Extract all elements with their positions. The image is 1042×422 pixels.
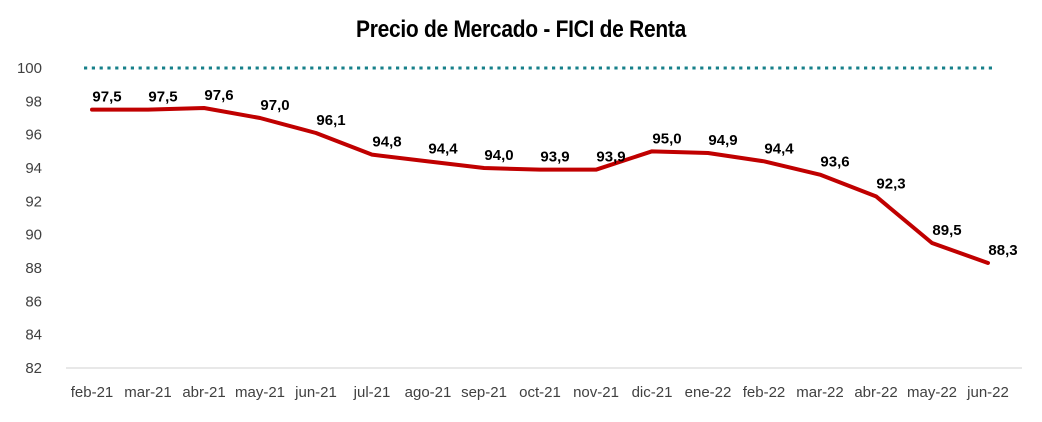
x-tick-label: may-21 bbox=[235, 384, 285, 401]
data-label: 94,8 bbox=[372, 134, 401, 151]
y-tick-label: 90 bbox=[25, 227, 42, 244]
data-label: 93,9 bbox=[540, 149, 569, 166]
x-tick-label: jun-21 bbox=[294, 384, 337, 401]
y-axis-tick-labels: 100 98 96 94 92 90 88 86 84 82 bbox=[17, 60, 42, 377]
data-label: 92,3 bbox=[876, 175, 905, 192]
x-tick-label: abr-21 bbox=[182, 384, 225, 401]
y-tick-label: 88 bbox=[25, 260, 42, 277]
x-tick-label: mar-22 bbox=[796, 384, 844, 401]
y-tick-label: 82 bbox=[25, 360, 42, 377]
y-tick-label: 94 bbox=[25, 160, 42, 177]
data-label: 97,5 bbox=[148, 89, 177, 106]
x-tick-label: ago-21 bbox=[405, 384, 452, 401]
data-label: 97,5 bbox=[92, 89, 121, 106]
data-label: 94,4 bbox=[428, 140, 458, 157]
data-label: 97,0 bbox=[260, 97, 289, 114]
y-tick-label: 84 bbox=[25, 327, 42, 344]
x-tick-label: mar-21 bbox=[124, 384, 172, 401]
y-tick-label: 92 bbox=[25, 193, 42, 210]
data-label: 97,6 bbox=[204, 87, 233, 104]
data-label: 94,4 bbox=[764, 140, 794, 157]
data-label: 94,9 bbox=[708, 132, 737, 149]
x-tick-label: nov-21 bbox=[573, 384, 619, 401]
x-tick-label: feb-21 bbox=[71, 384, 114, 401]
chart-title: Precio de Mercado - FICI de Renta bbox=[356, 16, 687, 43]
data-label: 95,0 bbox=[652, 130, 681, 147]
data-label: 94,0 bbox=[484, 147, 513, 164]
y-tick-label: 98 bbox=[25, 93, 42, 110]
x-tick-label: jul-21 bbox=[353, 384, 391, 401]
x-tick-label: may-22 bbox=[907, 384, 957, 401]
x-tick-label: sep-21 bbox=[461, 384, 507, 401]
x-tick-label: oct-21 bbox=[519, 384, 561, 401]
x-tick-label: jun-22 bbox=[966, 384, 1009, 401]
data-label: 93,9 bbox=[596, 149, 625, 166]
x-tick-label: ene-22 bbox=[685, 384, 732, 401]
price-series-line bbox=[90, 106, 990, 265]
data-label: 88,3 bbox=[988, 242, 1017, 259]
data-label: 96,1 bbox=[316, 112, 345, 129]
series-data-labels: 97,5 97,5 97,6 97,0 96,1 94,8 94,4 94,0 93,9 93,9… bbox=[92, 87, 1017, 259]
y-tick-label: 86 bbox=[25, 293, 42, 310]
data-label: 89,5 bbox=[932, 222, 961, 239]
x-axis-tick-labels: feb-21 mar-21 abr-21 may-21 jun-21 jul-21 ago-… bbox=[71, 384, 1009, 401]
x-tick-label: abr-22 bbox=[854, 384, 897, 401]
y-tick-label: 100 bbox=[17, 60, 42, 77]
x-tick-label: dic-21 bbox=[632, 384, 673, 401]
data-label: 93,6 bbox=[820, 154, 849, 171]
y-tick-label: 96 bbox=[25, 127, 42, 144]
x-tick-label: feb-22 bbox=[743, 384, 786, 401]
